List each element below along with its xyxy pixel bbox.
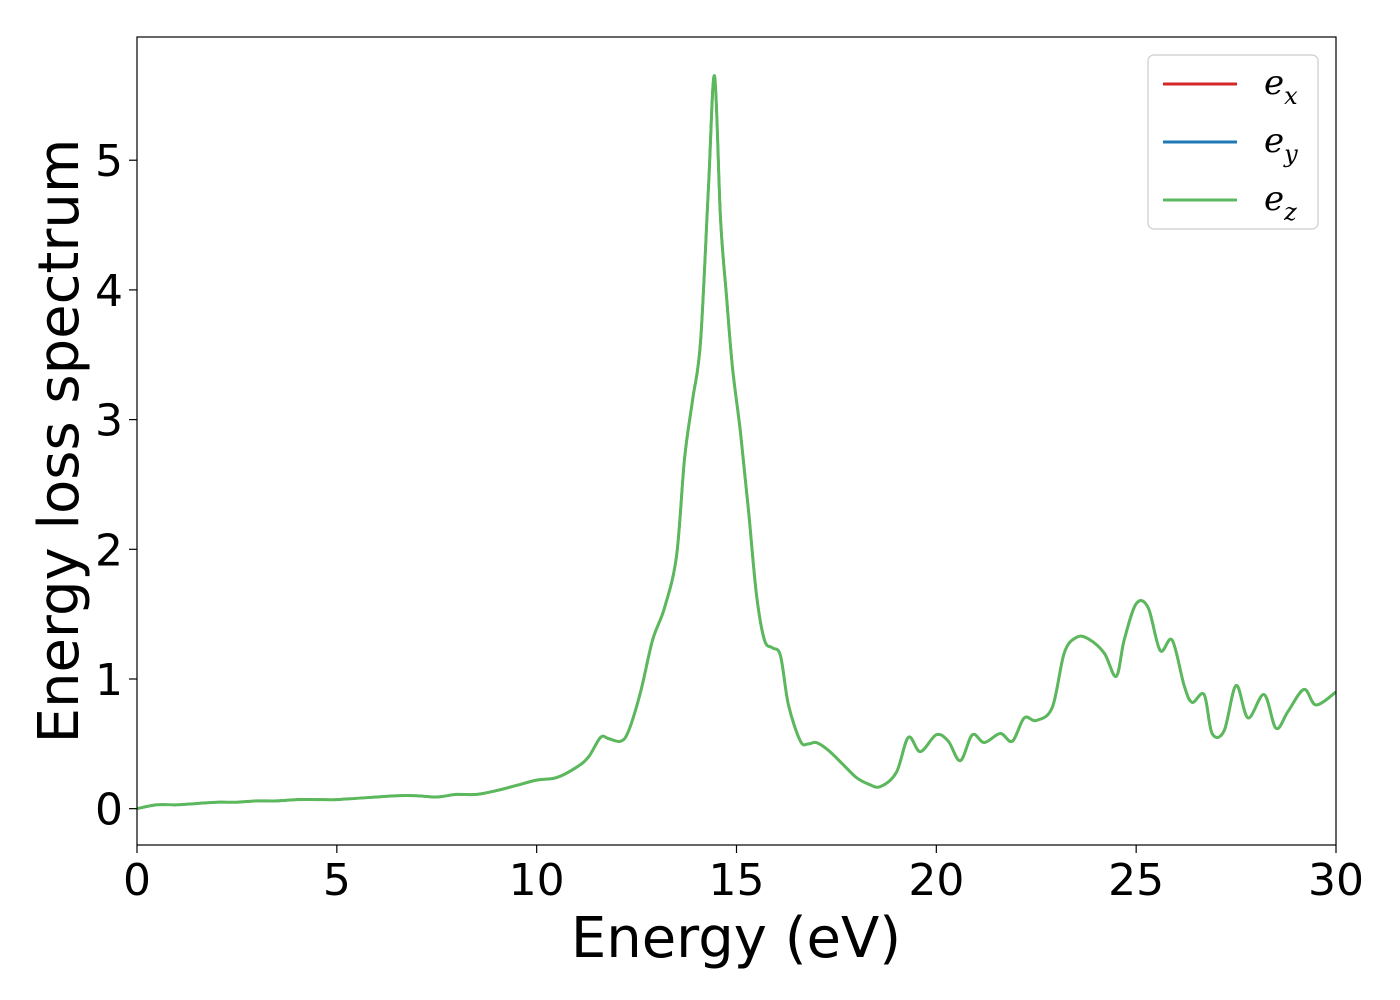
x-tick-label: 30 xyxy=(1308,855,1364,906)
y-tick-label: 0 xyxy=(95,785,123,836)
y-tick-label: 3 xyxy=(95,396,123,447)
legend: ex ey ez xyxy=(1147,54,1319,230)
x-tick-label: 20 xyxy=(908,855,964,906)
x-tick-label: 0 xyxy=(123,855,151,906)
x-tick-label: 10 xyxy=(509,855,565,906)
x-axis-label: Energy (eV) xyxy=(571,906,901,971)
y-axis-ticks: 0 1 2 3 4 5 xyxy=(95,136,137,836)
y-tick-label: 1 xyxy=(95,655,123,706)
y-tick-label: 4 xyxy=(95,266,123,317)
legend-label-y: ey xyxy=(1264,121,1298,168)
y-tick-label: 5 xyxy=(95,136,123,187)
y-tick-label: 2 xyxy=(95,525,123,576)
x-tick-label: 25 xyxy=(1108,855,1164,906)
series-line-z xyxy=(137,74,1336,811)
y-axis-label: Energy loss spectrum xyxy=(27,139,92,744)
series-layer xyxy=(137,74,1336,811)
legend-label-x: ex xyxy=(1264,63,1298,110)
x-tick-label: 15 xyxy=(709,855,765,906)
legend-label-z: ez xyxy=(1264,179,1297,226)
x-axis-ticks: 0 5 10 15 20 25 30 xyxy=(123,845,1364,906)
x-tick-label: 5 xyxy=(323,855,351,906)
